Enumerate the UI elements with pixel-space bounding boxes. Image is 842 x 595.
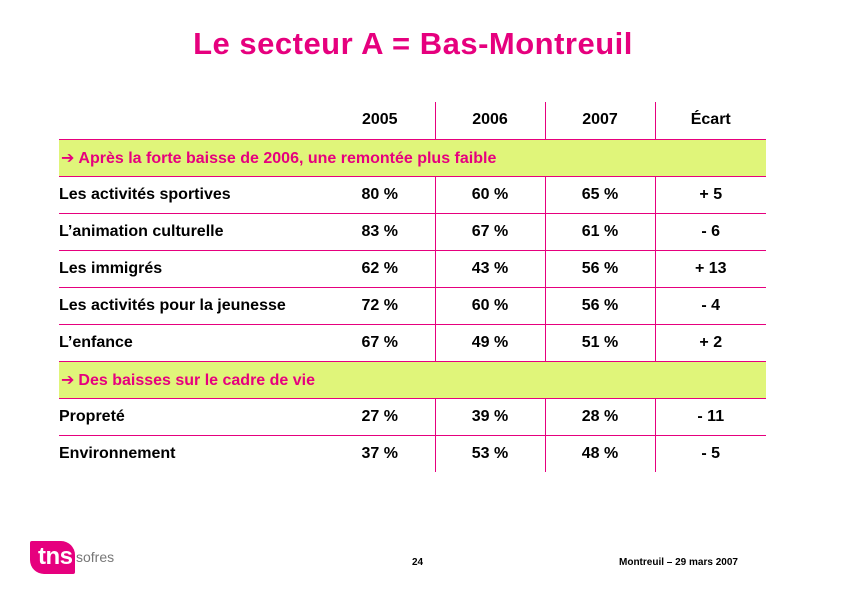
- cell-ecart: - 11: [655, 397, 766, 435]
- cell-2005: 67 %: [325, 323, 436, 361]
- cell-2006: 67 %: [435, 212, 546, 250]
- cell-2005: 62 %: [325, 249, 436, 287]
- cell-ecart: + 13: [655, 249, 766, 287]
- cell-2006: 49 %: [435, 323, 546, 361]
- footer-date: Montreuil – 29 mars 2007: [619, 557, 738, 568]
- row-label: Les activités sportives: [59, 175, 325, 213]
- section-heading: ➔ Des baisses sur le cadre de vie: [59, 360, 766, 398]
- cell-2005: 37 %: [325, 434, 436, 472]
- cell-2007: 56 %: [545, 286, 656, 324]
- logo-tns-text: tns: [38, 543, 73, 570]
- header-ecart: Écart: [690, 111, 731, 129]
- header-2005: 2005: [325, 102, 436, 139]
- cell-2007: 61 %: [545, 212, 656, 250]
- section-heading: ➔ Après la forte baisse de 2006, une remo…: [59, 138, 766, 176]
- cell-2007: 28 %: [545, 397, 656, 435]
- cell-ecart: + 2: [655, 323, 766, 361]
- page-number: 24: [412, 557, 424, 568]
- row-label: Propreté: [59, 397, 325, 435]
- cell-ecart: - 5: [655, 434, 766, 472]
- row-label: Environnement: [59, 434, 325, 472]
- table-row: Les immigrés 62 % 43 % 56 % + 13: [59, 249, 766, 287]
- cell-2006: 60 %: [435, 286, 546, 324]
- row-label: Les activités pour la jeunesse: [59, 286, 325, 324]
- cell-2007: 65 %: [545, 175, 656, 213]
- table-row: Les activités pour la jeunesse 72 % 60 %…: [59, 286, 766, 324]
- section-heading-text: Des baisses sur le cadre de vie: [78, 371, 315, 389]
- arrow-right-icon: ➔: [61, 149, 75, 167]
- header-2007: 2007: [545, 102, 656, 139]
- header-2006: 2006: [435, 102, 546, 139]
- cell-2005: 72 %: [325, 286, 436, 324]
- cell-ecart: + 5: [655, 175, 766, 213]
- results-table: 2005 2006 2007 Écart ➔ Après la forte bai…: [59, 102, 766, 472]
- cell-2006: 60 %: [435, 175, 546, 213]
- cell-2005: 83 %: [325, 212, 436, 250]
- row-label: L’enfance: [59, 323, 325, 361]
- page-title: Le secteur A = Bas-Montreuil: [193, 26, 633, 61]
- tns-sofres-logo: tns sofres: [30, 541, 120, 575]
- cell-2007: 51 %: [545, 323, 656, 361]
- section-row-2: ➔ Des baisses sur le cadre de vie: [59, 360, 766, 398]
- row-label: L’animation culturelle: [59, 212, 325, 250]
- table-row: Propreté 27 % 39 % 28 % - 11: [59, 397, 766, 435]
- cell-2005: 27 %: [325, 397, 436, 435]
- table-row: Environnement 37 % 53 % 48 % - 5: [59, 434, 766, 472]
- arrow-right-icon: ➔: [61, 371, 75, 389]
- cell-2007: 48 %: [545, 434, 656, 472]
- cell-2007: 56 %: [545, 249, 656, 287]
- cell-2006: 53 %: [435, 434, 546, 472]
- cell-ecart: - 4: [655, 286, 766, 324]
- cell-2005: 80 %: [325, 175, 436, 213]
- table-row: Les activités sportives 80 % 60 % 65 % +…: [59, 175, 766, 213]
- table-header-row: 2005 2006 2007 Écart: [59, 102, 766, 139]
- cell-2006: 43 %: [435, 249, 546, 287]
- section-heading-text: Après la forte baisse de 2006, une remon…: [78, 149, 497, 167]
- row-label: Les immigrés: [59, 249, 325, 287]
- cell-ecart: - 6: [655, 212, 766, 250]
- section-row-1: ➔ Après la forte baisse de 2006, une remo…: [59, 138, 766, 176]
- header-blank: [59, 102, 325, 139]
- logo-mark-icon: [30, 541, 75, 574]
- table-row: L’enfance 67 % 49 % 51 % + 2: [59, 323, 766, 361]
- cell-2006: 39 %: [435, 397, 546, 435]
- table-row: L’animation culturelle 83 % 67 % 61 % - …: [59, 212, 766, 250]
- logo-sofres-text: sofres: [76, 549, 115, 565]
